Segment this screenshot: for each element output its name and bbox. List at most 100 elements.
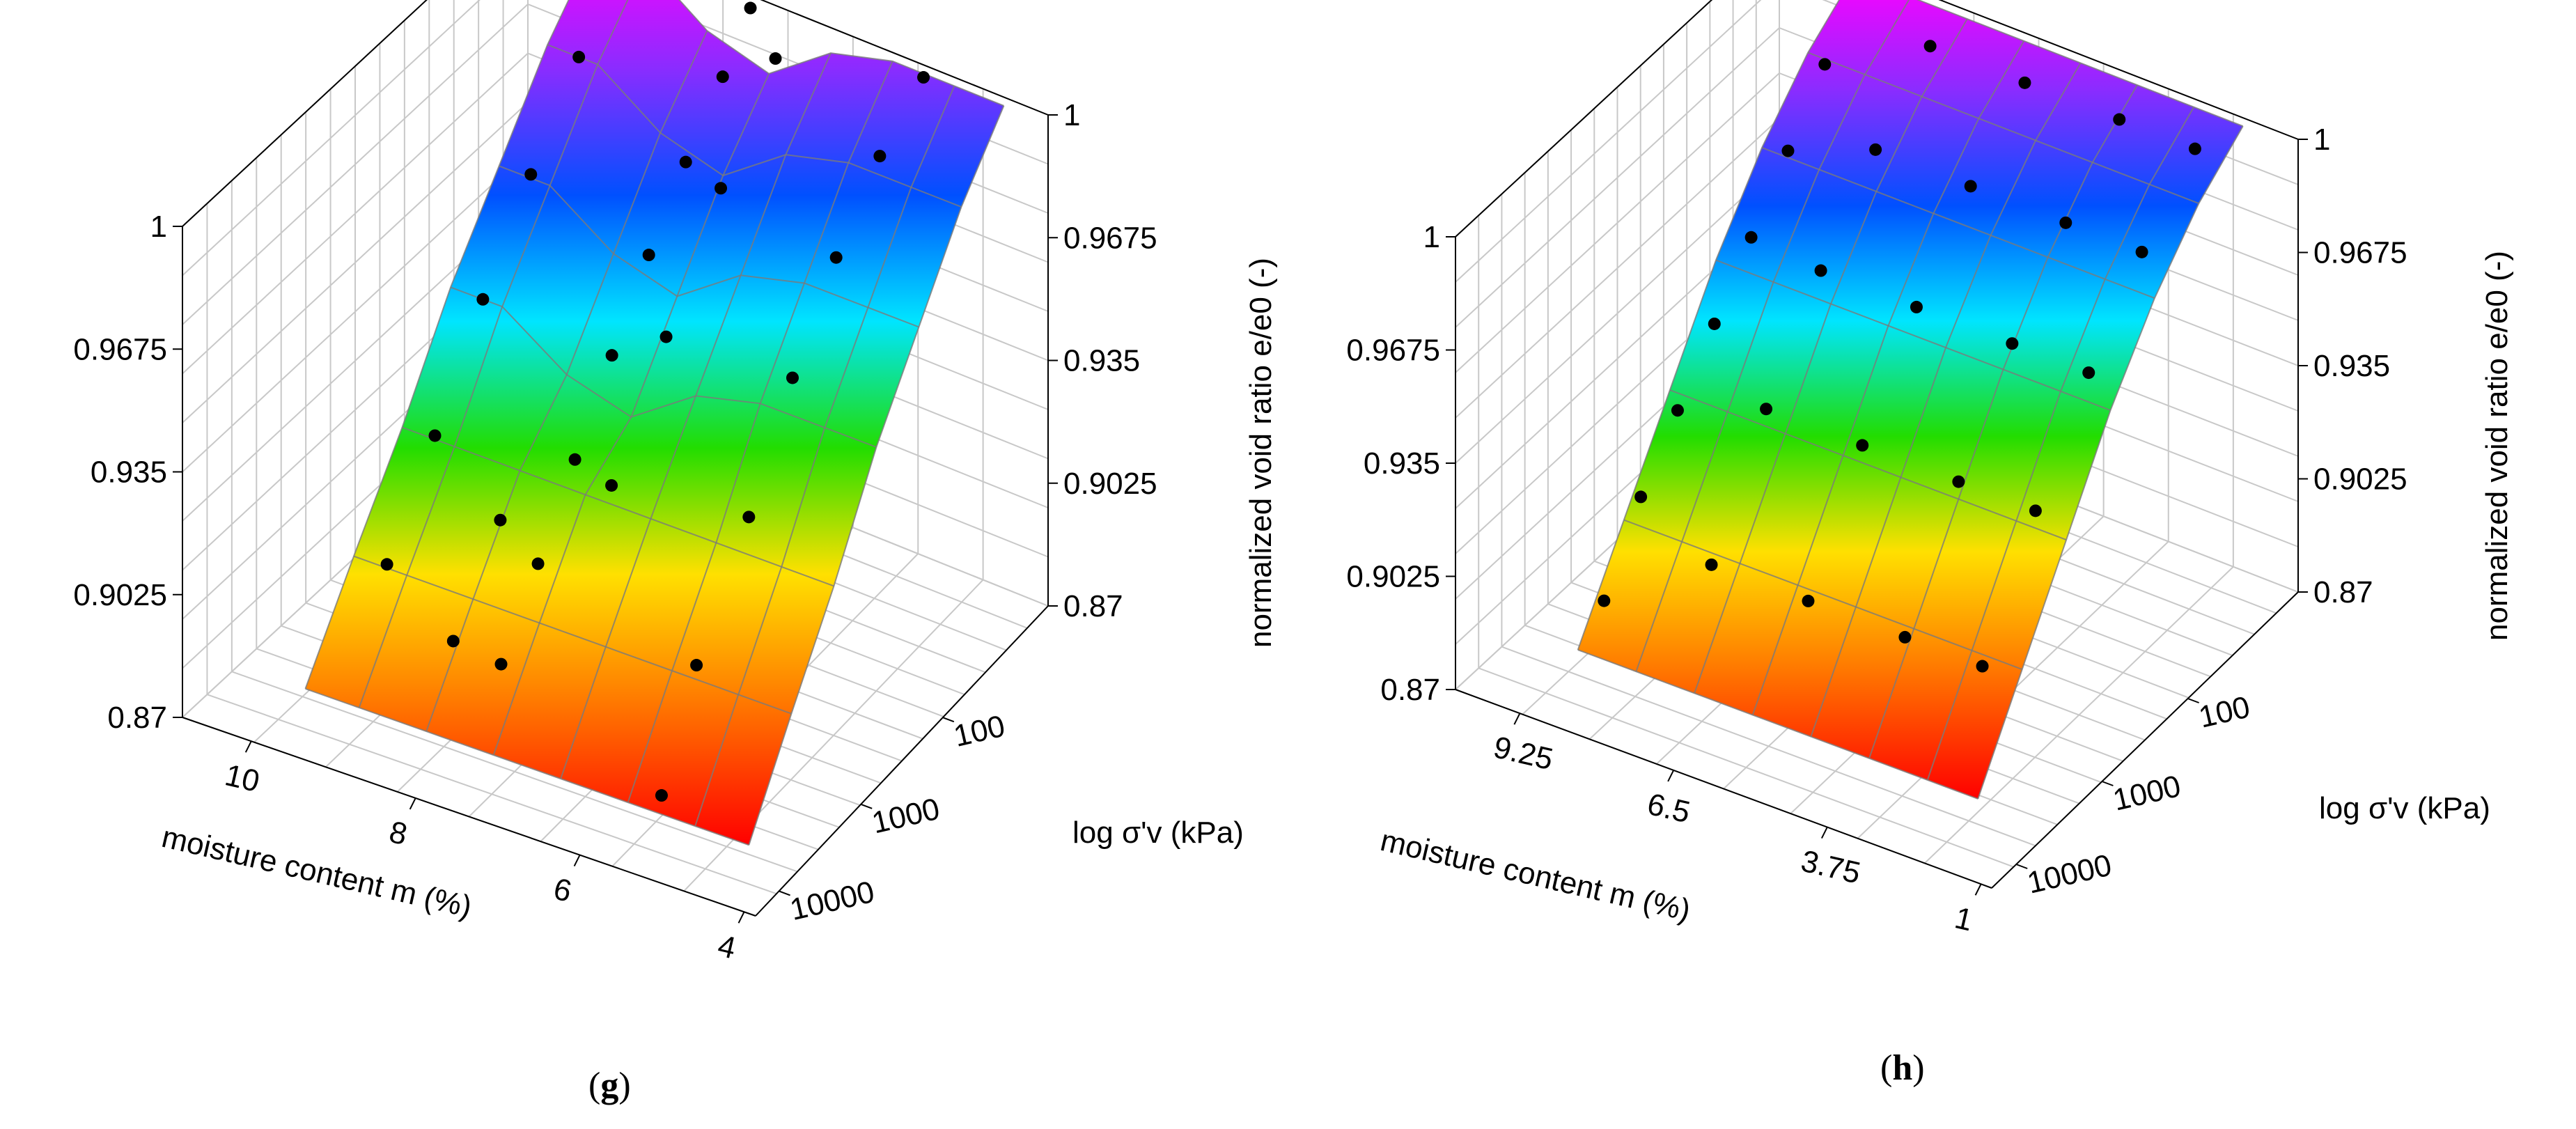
data-point [716, 70, 729, 84]
data-point [715, 182, 728, 195]
x-tick [1513, 713, 1521, 725]
z-tick-left-label: 1 [150, 210, 167, 244]
mesh-line [547, 44, 962, 208]
mesh-line [1807, 52, 2199, 205]
chart-h-panel-letter: h [1892, 1048, 1912, 1088]
mesh-line [1635, 0, 1910, 672]
data-point [1818, 58, 1832, 71]
y-tick-label: 1000 [868, 792, 942, 841]
chart-h-panel-label: (h) [1880, 1048, 1925, 1088]
box-edge [182, 717, 756, 917]
mesh-line [1694, 18, 1968, 694]
mesh-line [353, 555, 792, 715]
data-point [1802, 594, 1815, 607]
mesh-line [1751, 40, 2025, 715]
mesh-line [305, 687, 749, 846]
z-tick-right-label: 1 [2313, 123, 2330, 157]
data-point [1744, 231, 1758, 244]
mesh-line [560, 52, 832, 779]
chart-g-mesh [304, 0, 1005, 846]
floor-gridline [1924, 566, 2234, 864]
chart-g-points [380, 1, 930, 802]
mesh-line [402, 426, 834, 587]
data-point [2113, 113, 2126, 126]
x-tick-label: 3.75 [1798, 844, 1864, 891]
data-point [476, 293, 490, 306]
data-point [494, 513, 507, 527]
z-tick-right-label: 0.9675 [1063, 221, 1157, 255]
data-point [1952, 475, 1965, 488]
z-tick-right-label: 0.935 [1063, 344, 1140, 378]
mesh-line [627, 61, 893, 803]
mesh-line [1917, 0, 2244, 127]
y-tick [2102, 781, 2114, 786]
data-point [1705, 558, 1718, 571]
chart-h-panel-close: ) [1912, 1048, 1924, 1088]
z-tick-left-label: 0.9675 [1346, 334, 1440, 368]
y-tick [2015, 864, 2028, 869]
data-point [679, 155, 692, 169]
y-tick-label: 10000 [787, 875, 877, 927]
data-point [605, 478, 618, 492]
chart-h-xlabel: moisture content m (%) [1377, 823, 1694, 928]
z-tick-right-label: 0.87 [2313, 575, 2373, 609]
box-edge [755, 605, 1049, 917]
data-point [642, 249, 655, 262]
y-tick [2187, 698, 2199, 703]
chart-g-zlabel: normalized void ratio e/e0 (-) [1244, 258, 1278, 648]
mesh-line [1715, 259, 2111, 411]
x-tick [737, 911, 745, 924]
x-tick-label: 1 [1951, 901, 1976, 937]
mesh-line [358, 0, 629, 708]
z-tick-left-label: 0.935 [91, 456, 167, 490]
chart-g: 1 0.9675 0.935 0.9025 0.87 1 0.9675 0.935 0.9025… [73, 0, 1278, 1105]
mesh-line [1810, 62, 2082, 738]
mesh-line [1926, 107, 2195, 781]
chart-g-surface [305, 0, 1004, 846]
z-tick-left-label: 1 [1423, 220, 1440, 254]
data-point [2082, 366, 2095, 380]
x-tick-label: 10 [222, 758, 263, 799]
data-point [2188, 142, 2201, 155]
mesh-line [304, 0, 570, 690]
x-tick [1667, 770, 1675, 782]
data-point [1869, 143, 1882, 156]
y-tick-label: 100 [951, 709, 1008, 754]
mesh-line [1761, 147, 2155, 299]
x-tick-label: 4 [715, 928, 739, 965]
data-point [380, 558, 393, 571]
x-tick [244, 740, 252, 753]
data-point [2029, 504, 2042, 517]
z-tick-left-label: 0.935 [1364, 446, 1440, 481]
chart-h-surface [1577, 0, 2243, 799]
data-point [2018, 76, 2031, 89]
chart-h: 1 0.9675 0.935 0.9025 0.87 1 0.9675 0.935 0.9025… [1346, 0, 2514, 1088]
data-point [1708, 317, 1721, 330]
data-point [742, 511, 756, 524]
data-point [917, 71, 930, 84]
data-point [829, 251, 843, 264]
data-point [659, 330, 673, 343]
data-point [744, 1, 757, 15]
z-tick-right-label: 0.87 [1063, 589, 1123, 623]
chart-h-ticks: 1 0.9675 0.935 0.9025 0.87 1 0.9675 0.935 0.9025… [1346, 123, 2407, 938]
z-tick-right-label: 0.935 [2313, 349, 2390, 383]
z-tick-right-label: 0.9025 [1063, 467, 1157, 501]
y-tick-label: 1000 [2110, 769, 2184, 818]
mesh-line [678, 0, 1004, 107]
data-point [446, 634, 460, 648]
mesh-line [1623, 519, 2023, 670]
z-tick-left-label: 0.9025 [73, 578, 167, 612]
data-point [494, 657, 508, 671]
x-tick [1974, 883, 1982, 896]
data-point [769, 52, 782, 65]
chart-h-ylabel: log σ'v (kPa) [2319, 791, 2490, 825]
mesh-line [492, 73, 770, 756]
chart-h-mesh [1577, 0, 2244, 800]
data-point [1976, 660, 1989, 673]
data-point [1671, 404, 1684, 417]
x-tick-label: 8 [386, 815, 410, 852]
x-tick [409, 797, 416, 810]
box-edge [1455, 0, 1713, 238]
y-tick [779, 890, 790, 896]
